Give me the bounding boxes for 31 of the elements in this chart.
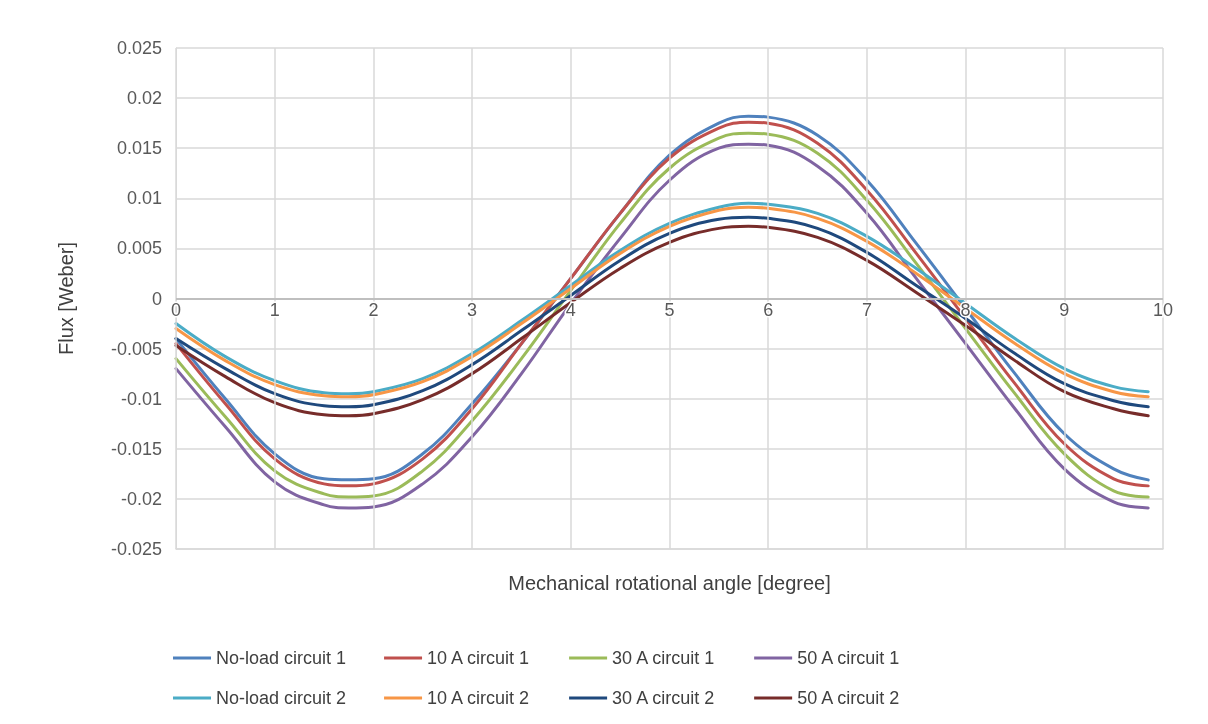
- legend-label: 50 A circuit 2: [797, 688, 900, 708]
- y-tick-label: -0.02: [120, 488, 162, 509]
- x-tick-label: 6: [763, 299, 774, 320]
- x-tick-label: 10: [1152, 299, 1174, 320]
- x-tick-label: 8: [960, 299, 971, 320]
- y-axis-title: Flux [Weber]: [55, 242, 77, 355]
- x-tick-label: 0: [170, 299, 182, 320]
- y-tick-label: -0.015: [110, 438, 162, 459]
- y-tick-label: 0.005: [116, 238, 162, 259]
- y-tick-label: 0.01: [126, 188, 162, 209]
- y-tick-label: -0.025: [110, 539, 162, 559]
- x-axis-title: Mechanical rotational angle [degree]: [508, 572, 831, 594]
- x-tick-label: 2: [368, 299, 379, 320]
- y-tick-label: 0.015: [116, 138, 162, 159]
- legend-label: 10 A circuit 1: [427, 648, 530, 668]
- legend-label: 10 A circuit 2: [427, 688, 530, 708]
- legend-label: No-load circuit 1: [216, 648, 347, 668]
- y-tick-label: -0.005: [110, 338, 162, 359]
- y-tick-label: 0.02: [126, 88, 162, 109]
- legend-label: 30 A circuit 2: [612, 688, 715, 708]
- x-tick-label: 5: [664, 299, 675, 320]
- x-tick-label: 3: [467, 299, 478, 320]
- x-tick-label: 4: [565, 299, 576, 320]
- y-tick-label: -0.01: [120, 388, 162, 409]
- x-tick-label: 1: [269, 299, 280, 320]
- y-tick-label: 0.025: [116, 38, 162, 58]
- legend-label: No-load circuit 2: [216, 688, 347, 708]
- legend-label: 50 A circuit 1: [797, 648, 900, 668]
- legend-label: 30 A circuit 1: [612, 648, 715, 668]
- x-tick-label: 7: [861, 299, 872, 320]
- x-tick-label: 9: [1059, 299, 1070, 320]
